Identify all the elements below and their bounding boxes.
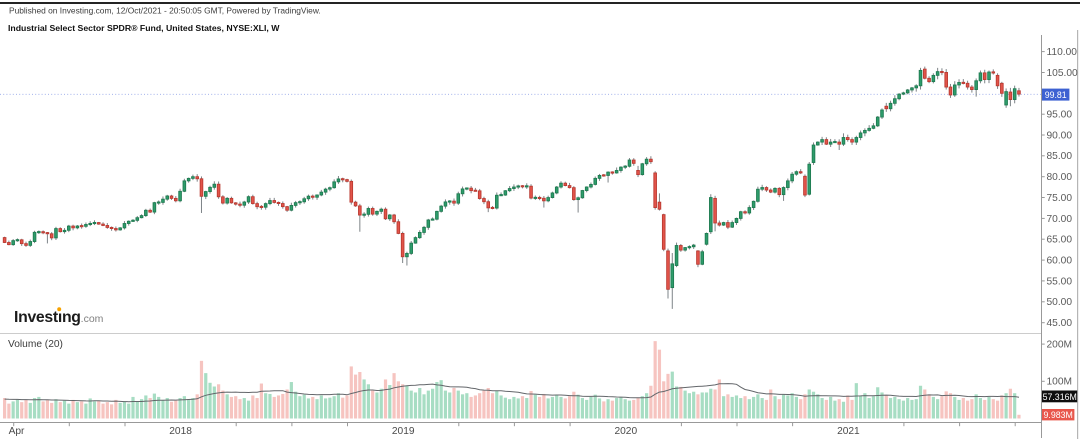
svg-text:2018: 2018 bbox=[169, 426, 192, 437]
svg-text:110.00: 110.00 bbox=[1047, 47, 1078, 58]
svg-text:Volume (20): Volume (20) bbox=[8, 339, 63, 350]
svg-text:57.316M: 57.316M bbox=[1043, 392, 1077, 402]
svg-text:2021: 2021 bbox=[837, 426, 860, 437]
svg-text:95.00: 95.00 bbox=[1047, 110, 1073, 121]
svg-text:Published on Investing.com, 12: Published on Investing.com, 12/Oct/2021 … bbox=[9, 5, 321, 15]
svg-text:75.00: 75.00 bbox=[1047, 193, 1073, 204]
svg-text:105.00: 105.00 bbox=[1047, 68, 1078, 79]
svg-text:Industrial Select Sector SPDR®: Industrial Select Sector SPDR® Fund, Uni… bbox=[8, 23, 280, 33]
svg-text:Apr: Apr bbox=[9, 426, 25, 437]
svg-text:200M: 200M bbox=[1047, 340, 1072, 351]
svg-text:99.81: 99.81 bbox=[1045, 90, 1067, 100]
svg-text:Investıng.com: Investıng.com bbox=[14, 309, 104, 326]
svg-text:60.00: 60.00 bbox=[1047, 256, 1073, 267]
svg-text:50.00: 50.00 bbox=[1047, 297, 1073, 308]
svg-text:100M: 100M bbox=[1047, 377, 1072, 388]
svg-text:65.00: 65.00 bbox=[1047, 235, 1073, 246]
svg-text:9.983M: 9.983M bbox=[1044, 410, 1073, 420]
svg-text:85.00: 85.00 bbox=[1047, 151, 1073, 162]
svg-text:80.00: 80.00 bbox=[1047, 172, 1073, 183]
svg-text:2020: 2020 bbox=[614, 426, 637, 437]
svg-text:2019: 2019 bbox=[392, 426, 415, 437]
svg-text:45.00: 45.00 bbox=[1047, 318, 1073, 329]
svg-text:90.00: 90.00 bbox=[1047, 130, 1073, 141]
svg-text:70.00: 70.00 bbox=[1047, 214, 1073, 225]
svg-text:55.00: 55.00 bbox=[1047, 276, 1073, 287]
